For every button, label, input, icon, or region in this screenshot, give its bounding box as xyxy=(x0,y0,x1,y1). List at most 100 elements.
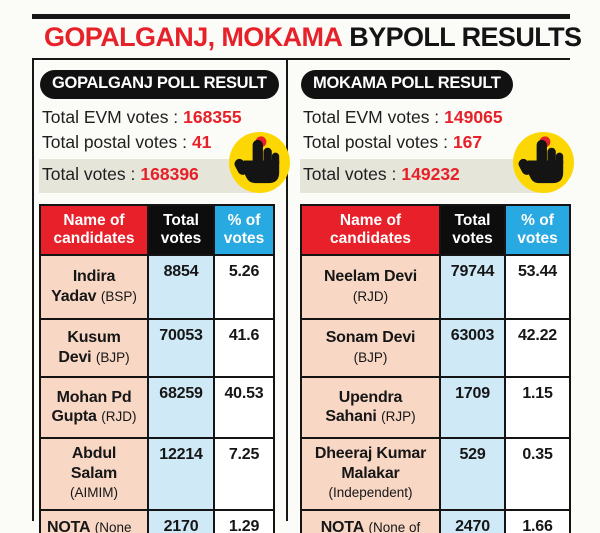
results-table-mokama: Name of candidates Total votes % of vote… xyxy=(300,203,571,533)
candidate-party: (Independent) xyxy=(328,485,413,501)
nota-cell: NOTA (None of the above) xyxy=(300,508,441,533)
stat-evm-votes: Total EVM votes :149065 xyxy=(300,106,570,131)
candidate-cell: Upendra Sahani (RJP) xyxy=(300,375,441,439)
panel-gopalganj: GOPALGANJ POLL RESULT Total EVM votes :1… xyxy=(32,60,291,533)
table-header: Name of candidates Total votes % of vote… xyxy=(39,203,275,256)
header-row: Name of candidates Total votes % of vote… xyxy=(39,203,275,256)
candidate-name: Kusum Devi xyxy=(58,329,121,366)
table-row: Dheeraj Kumar Malakar (Independent) 529 … xyxy=(300,436,571,511)
stat-label: Total postal votes : xyxy=(42,131,187,152)
table-row: Indira Yadav (BSP) 8854 5.26 xyxy=(39,253,275,320)
table-row: NOTA (None of the above) 2470 1.66 xyxy=(300,508,571,533)
table-row: Neelam Devi (RJD) 79744 53.44 xyxy=(300,253,571,320)
pct-cell: 41.6 xyxy=(213,317,275,378)
pct-cell: 5.26 xyxy=(213,253,275,320)
stat-total-votes: Total votes :168396 xyxy=(39,159,257,193)
tap-hand-icon[interactable] xyxy=(228,131,291,194)
candidate-party: (None of the above) xyxy=(94,519,132,533)
candidate-party: (BSP) xyxy=(100,288,137,304)
title-rest: BYPOLL RESULTS xyxy=(349,22,582,52)
stat-label: Total EVM votes : xyxy=(303,107,440,127)
candidate-party: (RJD) xyxy=(101,409,137,425)
col-header-candidates: Name of candidates xyxy=(300,203,441,256)
candidate-party: (None of the above) xyxy=(368,519,421,533)
pct-cell: 0.35 xyxy=(504,436,571,511)
candidate-party: (RJD) xyxy=(352,288,389,304)
page-title: GOPALGANJ, MOKAMA BYPOLL RESULTS xyxy=(32,14,582,60)
stat-value: 168396 xyxy=(140,164,199,185)
candidate-cell: Abdul Salam (AIMIM) xyxy=(39,436,149,511)
stat-postal-votes: Total postal votes :167 xyxy=(300,131,570,156)
votes-cell: 8854 xyxy=(147,253,215,320)
candidate-cell: Neelam Devi (RJD) xyxy=(300,253,441,320)
panels-container: GOPALGANJ POLL RESULT Total EVM votes :1… xyxy=(32,60,575,533)
panel-heading-gopalganj: GOPALGANJ POLL RESULT xyxy=(40,70,279,99)
stat-total-votes: Total votes :149232 xyxy=(300,159,538,193)
col-header-candidates: Name of candidates xyxy=(39,203,149,256)
stat-value: 168355 xyxy=(183,107,242,127)
table-row: Upendra Sahani (RJP) 1709 1.15 xyxy=(300,375,571,439)
candidate-cell: Mohan Pd Gupta (RJD) xyxy=(39,375,149,439)
stat-label: Total EVM votes : xyxy=(42,107,179,127)
stat-label: Total postal votes : xyxy=(303,131,448,152)
table-row: Abdul Salam (AIMIM) 12214 7.25 xyxy=(39,436,275,511)
tap-hand-icon[interactable] xyxy=(512,131,575,194)
stat-value: 41 xyxy=(191,131,212,152)
stat-evm-votes: Total EVM votes :168355 xyxy=(39,106,286,131)
header-row: Name of candidates Total votes % of vote… xyxy=(300,203,571,256)
candidate-party: (RJP) xyxy=(381,409,416,425)
votes-cell: 12214 xyxy=(147,436,215,511)
stat-postal-votes: Total postal votes :41 xyxy=(39,131,286,156)
stat-value: 167 xyxy=(452,131,483,152)
votes-cell: 1709 xyxy=(439,375,506,439)
candidate-name: Indira Yadav xyxy=(51,268,116,305)
votes-cell: 70053 xyxy=(147,317,215,378)
candidate-name: NOTA xyxy=(47,518,91,533)
stat-value: 149232 xyxy=(401,164,460,185)
candidate-name: Abdul Salam xyxy=(70,445,118,482)
candidate-name: Dheeraj Kumar Malakar xyxy=(314,445,427,482)
candidate-name: NOTA xyxy=(320,518,365,533)
candidate-name: Sonam Devi xyxy=(325,329,416,347)
table-row: Mohan Pd Gupta (RJD) 68259 40.53 xyxy=(39,375,275,439)
stat-value: 149065 xyxy=(444,107,503,127)
results-table-gopalganj: Name of candidates Total votes % of vote… xyxy=(39,203,275,533)
votes-cell: 68259 xyxy=(147,375,215,439)
col-header-pct-votes: % of votes xyxy=(213,203,275,256)
col-header-pct-votes: % of votes xyxy=(504,203,571,256)
pct-cell: 42.22 xyxy=(504,317,571,378)
pct-cell: 53.44 xyxy=(504,253,571,320)
nota-cell: NOTA (None of the above) xyxy=(39,508,149,533)
candidate-cell: Kusum Devi (BJP) xyxy=(39,317,149,378)
candidate-cell: Sonam Devi (BJP) xyxy=(300,317,441,378)
candidate-party: (AIMIM) xyxy=(70,485,118,501)
pct-cell: 40.53 xyxy=(213,375,275,439)
pct-cell: 7.25 xyxy=(213,436,275,511)
candidate-party: (BJP) xyxy=(95,349,130,365)
stat-label: Total votes : xyxy=(42,164,136,185)
pct-cell: 1.15 xyxy=(504,375,571,439)
col-header-total-votes: Total votes xyxy=(147,203,215,256)
votes-cell: 2470 xyxy=(439,508,506,533)
votes-cell: 2170 xyxy=(147,508,215,533)
candidate-cell: Dheeraj Kumar Malakar (Independent) xyxy=(300,436,441,511)
table-row: Sonam Devi (BJP) 63003 42.22 xyxy=(300,317,571,378)
stat-label: Total votes : xyxy=(303,164,397,185)
table-row: NOTA (None of the above) 2170 1.29 xyxy=(39,508,275,533)
candidate-name: Mohan Pd Gupta xyxy=(51,388,132,426)
pct-cell: 1.66 xyxy=(504,508,571,533)
votes-cell: 529 xyxy=(439,436,506,511)
candidate-name: Neelam Devi xyxy=(324,268,417,286)
panel-heading-mokama: MOKAMA POLL RESULT xyxy=(301,70,513,99)
candidate-name: Upendra Sahani xyxy=(325,388,403,426)
table-row: Kusum Devi (BJP) 70053 41.6 xyxy=(39,317,275,378)
votes-cell: 63003 xyxy=(439,317,506,378)
table-header: Name of candidates Total votes % of vote… xyxy=(300,203,571,256)
votes-cell: 79744 xyxy=(439,253,506,320)
col-header-total-votes: Total votes xyxy=(439,203,506,256)
panel-mokama: MOKAMA POLL RESULT Total EVM votes :1490… xyxy=(288,60,575,533)
title-highlight: GOPALGANJ, MOKAMA xyxy=(44,22,343,52)
candidate-party: (BJP) xyxy=(353,349,388,365)
pct-cell: 1.29 xyxy=(213,508,275,533)
